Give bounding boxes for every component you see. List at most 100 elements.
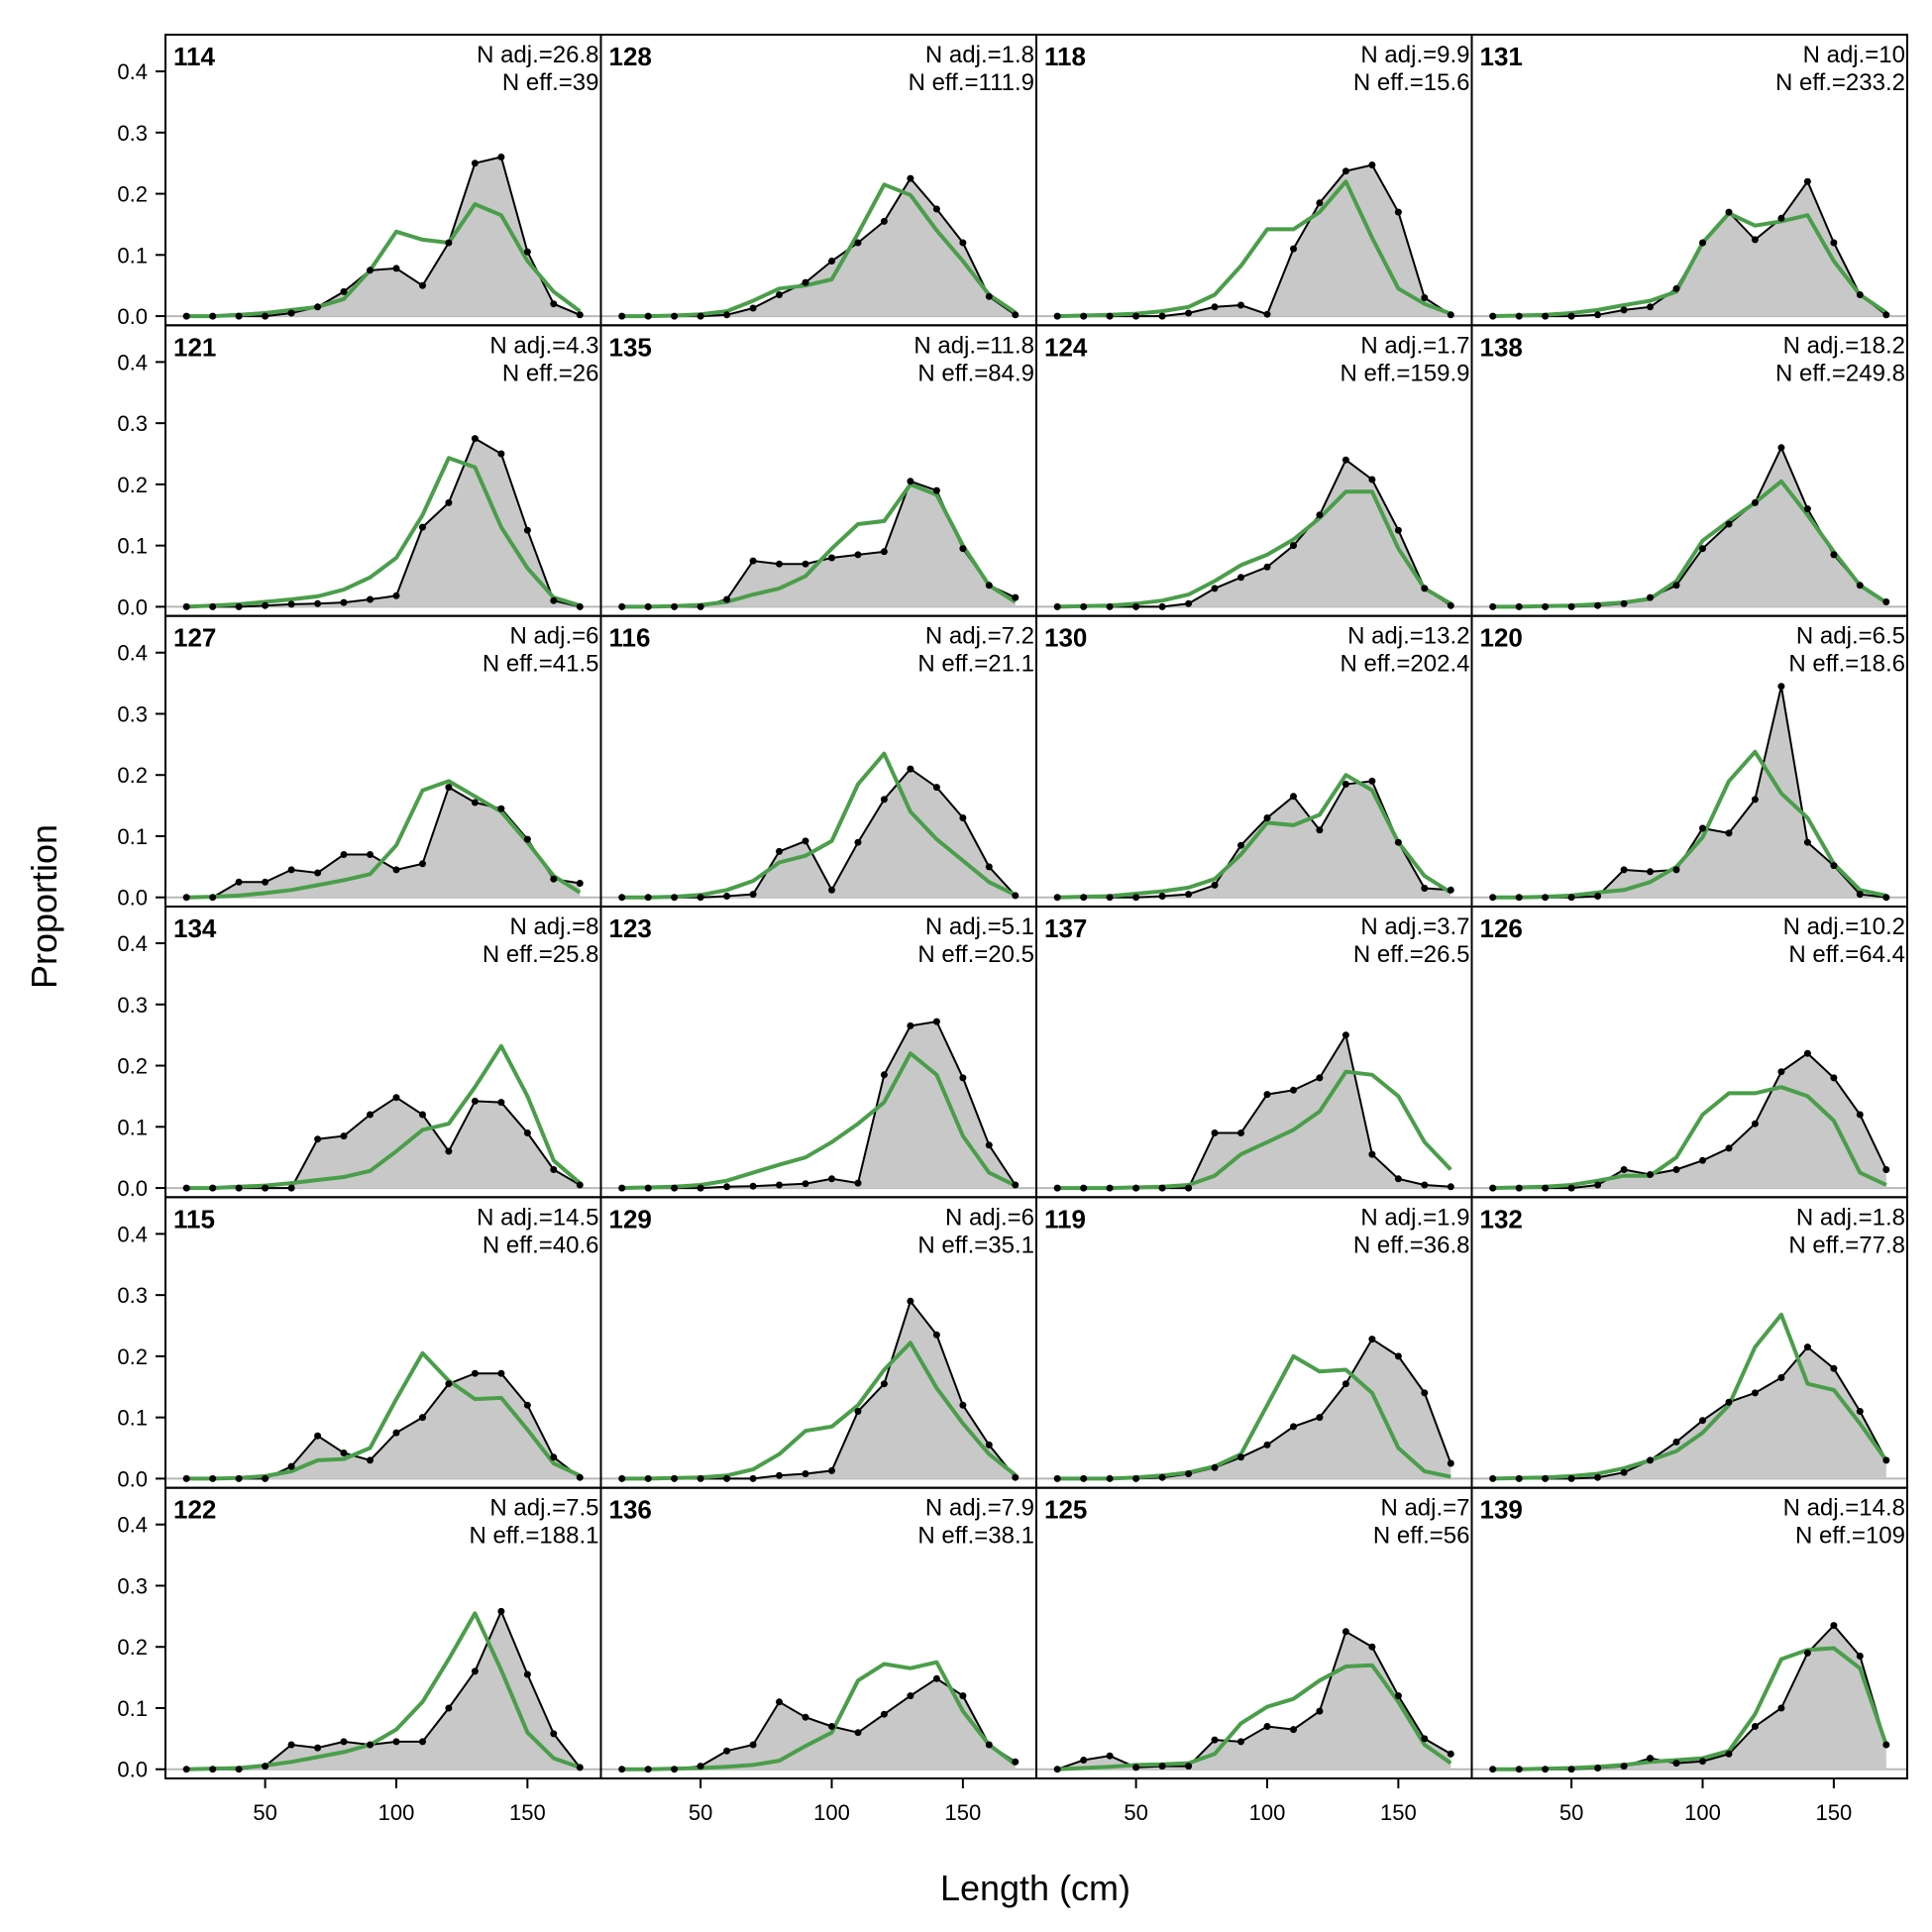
- observed-point: [1211, 585, 1219, 592]
- observed-point: [1290, 1423, 1297, 1431]
- observed-point: [209, 1474, 217, 1482]
- n-adj-label: N adj.=10: [1803, 42, 1905, 68]
- n-eff-label: N eff.=159.9: [1341, 360, 1470, 386]
- observed-point: [1672, 582, 1680, 590]
- panel-label: 125: [1044, 1495, 1087, 1525]
- expected-line: [621, 1341, 1018, 1481]
- observed-point: [1672, 866, 1680, 874]
- observed-point: [985, 1441, 993, 1449]
- observed-point: [1263, 1441, 1271, 1449]
- observed-point: [1647, 1456, 1654, 1464]
- observed-point: [392, 591, 400, 599]
- observed-point: [340, 851, 348, 858]
- expected-line: [1057, 1663, 1452, 1771]
- expected-line: [1057, 1353, 1451, 1481]
- observed-area: [621, 178, 1016, 317]
- observed-point: [1290, 1086, 1297, 1094]
- panel-label: 119: [1044, 1204, 1086, 1234]
- panel-139: 139 N adj.=14.8N eff.=109: [1470, 1486, 1908, 1779]
- observed-point: [523, 1401, 531, 1409]
- observed-point: [1158, 312, 1166, 320]
- observed-point: [985, 863, 993, 871]
- panel-label: 126: [1480, 913, 1523, 943]
- observed-point: [802, 837, 809, 845]
- observed-point: [1594, 893, 1602, 900]
- observed-point: [1882, 598, 1890, 605]
- observed-point: [1620, 599, 1628, 607]
- observed-point: [618, 1474, 626, 1482]
- y-tick-label: 0.0: [117, 594, 148, 619]
- expected-line: [186, 779, 582, 900]
- observed-point: [471, 1667, 479, 1675]
- observed-point: [697, 1184, 704, 1192]
- panel-label: 130: [1044, 623, 1087, 653]
- observed-point: [1882, 1741, 1890, 1749]
- observed-point: [828, 554, 835, 562]
- observed-area: [1492, 1346, 1886, 1479]
- panel-122: 122 N adj.=7.5N eff.=188.1: [164, 1486, 602, 1779]
- observed-point: [776, 291, 783, 298]
- observed-point: [1132, 894, 1140, 902]
- observed-point: [932, 1331, 940, 1339]
- y-tick-label: 0.3: [117, 993, 148, 1018]
- observed-point: [1316, 826, 1324, 834]
- n-eff-label: N eff.=21.1: [917, 651, 1034, 678]
- observed-point: [723, 1747, 731, 1755]
- n-adj-label: N adj.=6: [945, 1204, 1034, 1231]
- observed-point: [1830, 239, 1838, 247]
- observed-point: [1106, 894, 1114, 902]
- observed-point: [1368, 1336, 1376, 1343]
- y-tick-label: 0.4: [117, 350, 148, 375]
- observed-point: [1882, 311, 1890, 319]
- observed-point: [576, 1764, 584, 1771]
- panel-136: 136 N adj.=7.9N eff.=38.1: [599, 1486, 1037, 1779]
- x-tick-label: 100: [1249, 1800, 1286, 1825]
- observed-point: [182, 1766, 190, 1773]
- n-eff-label: N eff.=111.9: [909, 69, 1034, 96]
- observed-point: [262, 601, 269, 609]
- panel-label: 123: [609, 913, 652, 943]
- observed-point: [1368, 777, 1376, 785]
- panel-135: 135 N adj.=11.8N eff.=84.9: [599, 324, 1037, 617]
- y-tick-label: 0.1: [117, 1406, 148, 1431]
- observed-point: [802, 278, 809, 286]
- observed-point: [907, 1021, 914, 1029]
- observed-point: [1185, 1184, 1193, 1192]
- observed-point: [392, 866, 400, 874]
- observed-point: [671, 1474, 679, 1482]
- n-eff-label: N eff.=38.1: [917, 1523, 1034, 1550]
- observed-point: [1699, 1758, 1706, 1766]
- observed-point: [1751, 796, 1759, 804]
- observed-point: [1316, 1074, 1324, 1082]
- observed-point: [959, 814, 967, 821]
- observed-point: [880, 548, 888, 556]
- observed-point: [723, 1474, 731, 1482]
- observed-point: [671, 602, 679, 610]
- observed-point: [1542, 1184, 1550, 1192]
- observed-point: [497, 1369, 505, 1377]
- observed-point: [1489, 1184, 1497, 1192]
- observed-area: [186, 1097, 581, 1189]
- panel-121: 121 N adj.=4.3N eff.=26: [164, 324, 602, 617]
- observed-point: [1672, 1760, 1680, 1768]
- observed-point: [262, 1474, 269, 1482]
- n-adj-label: N adj.=14.5: [477, 1204, 598, 1231]
- observed-point: [1394, 1175, 1402, 1183]
- panel-label: 120: [1480, 623, 1523, 653]
- observed-point: [1489, 1474, 1497, 1482]
- observed-area: [621, 769, 1016, 898]
- n-eff-label: N eff.=249.8: [1775, 360, 1905, 386]
- observed-point: [209, 1184, 217, 1192]
- panel-label: 115: [173, 1204, 215, 1234]
- observed-point: [1394, 1352, 1402, 1360]
- n-adj-label: N adj.=13.2: [1347, 623, 1469, 650]
- observed-point: [959, 239, 967, 247]
- observed-point: [1515, 1474, 1523, 1482]
- observed-point: [1158, 602, 1166, 610]
- y-tick-label: 0.2: [117, 473, 148, 497]
- n-adj-label: N adj.=6.5: [1796, 623, 1905, 650]
- observed-point: [419, 860, 426, 868]
- observed-point: [1211, 303, 1219, 311]
- observed-point: [1515, 602, 1523, 610]
